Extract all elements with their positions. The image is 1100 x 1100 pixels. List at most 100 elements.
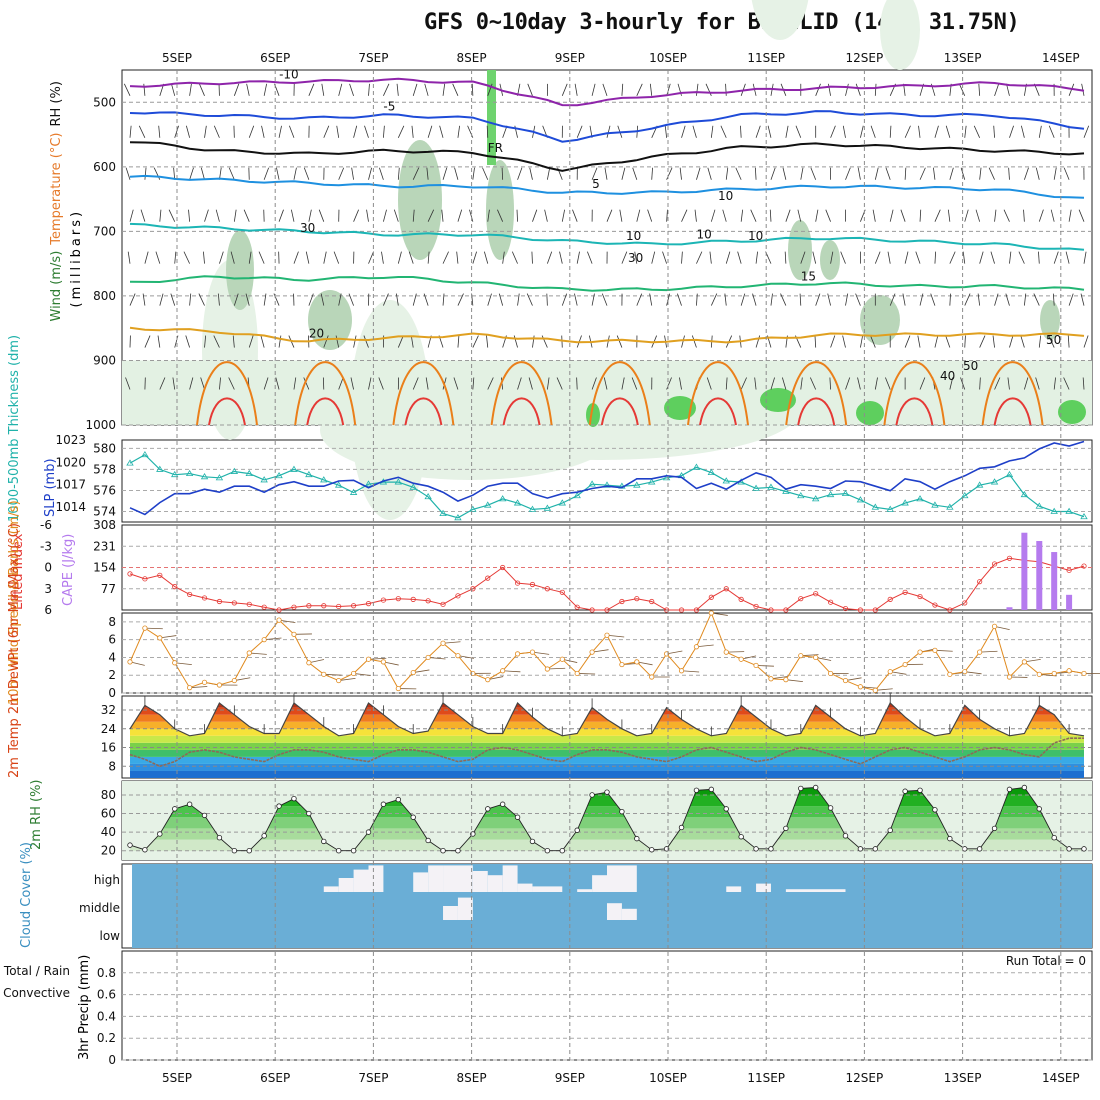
rh-point [410,814,416,820]
wind-barb [679,167,682,180]
wind-barb [1023,293,1027,306]
wind-barb [785,679,803,683]
thickness-point [1080,512,1088,520]
lifted-index-point [470,586,476,592]
wind-speed-point [962,669,968,675]
wind-barb [710,293,718,306]
wind-barb [664,125,668,138]
wind-barb [303,377,310,390]
wind-speed-point [813,654,819,661]
cloud-cell-high [368,865,384,892]
wind-speed-point [187,685,193,691]
wind-barb [815,293,821,306]
wind-barb [992,335,995,348]
wind-barb [1023,209,1025,222]
wind-barb [754,377,757,390]
wind-barb [782,167,787,180]
thickness-point [871,503,880,510]
wind-barb [725,83,727,96]
wind-barb [1080,293,1085,306]
isotherm-label: 10 [696,228,711,242]
wind-barb [129,293,136,306]
rh-point [753,846,759,852]
wind-speed-point [395,685,401,692]
wind-speed-point [887,669,893,675]
thickness-point [305,470,313,478]
wind-barb [263,167,270,180]
rh-contour-label: 50 [963,359,978,373]
wind-barb [576,377,578,390]
rh-contour-label: 10 [626,229,641,243]
rh-point [604,789,610,795]
wind-barb [517,167,523,180]
thickness-point [916,495,924,502]
wind-barb [666,209,668,222]
wind-barb [368,657,387,660]
wind-barb [845,293,849,306]
rh-point [365,829,372,835]
thickness-point [1035,502,1043,509]
wind-barb [621,167,626,180]
temp-band [130,756,1084,764]
wind-barb [634,251,638,264]
wind-barb [381,251,384,264]
wind-barb [1023,167,1029,180]
wind-barb [198,293,205,306]
wind-barb [472,377,475,390]
wind-tick: 2 [108,668,116,682]
wind-barb [814,335,817,348]
wind-barb [335,335,340,348]
wind-barb [338,377,344,390]
li-tick: -6 [40,518,52,532]
wind-barb [363,335,369,348]
wind-barb [606,634,625,638]
wind-barb [706,377,712,390]
wind-barb [592,649,609,653]
wind-barb [781,377,787,390]
upper-air-units-text: (millibars) [69,209,84,308]
rh-contour-label: 40 [940,369,955,383]
dewpoint-line [129,737,1084,768]
lifted-index-point [261,604,267,610]
isotherm-label: -5 [383,99,395,113]
thickness-point [1050,507,1058,514]
lifted-index-point [977,579,983,585]
lifted-index-point [246,601,252,607]
wind-barb [396,83,399,96]
wind-speed-point [440,640,446,646]
wind-barb [1068,209,1072,222]
wind-barb [785,125,789,138]
wind-barb [780,293,787,306]
lifted-index-point [529,581,536,588]
wind-barb [994,83,1000,96]
wind-speed-point [842,677,849,684]
upper-air-units: (millibars) [69,209,84,308]
wind-barb [454,167,459,180]
wind-barb [457,655,475,659]
thickness-point [171,470,179,478]
wind-barb [651,167,653,180]
wind-barb [397,251,402,264]
rh-point [619,808,625,815]
page-title: GFS 0~10day 3-hourly for BENWLID (14E, 3… [424,10,1020,35]
wind-barb [168,209,176,222]
wind-barb [487,209,490,222]
wind-barb [219,377,221,390]
wind-barb [511,251,518,264]
wind-barb [915,251,921,264]
wind-barb [900,209,906,222]
rh-point [485,806,491,812]
precip-legend-convective: Convective [3,986,70,1000]
wind-barb [964,335,966,348]
thickness-point [707,468,716,475]
wind-barb [1048,125,1055,138]
wind-barb [621,83,624,96]
wind-barb [338,83,343,96]
thickness-point [543,504,552,511]
wind-barb [800,654,819,657]
thickness-point [722,477,730,484]
thickness-point [334,481,343,488]
wind-speed-point [1066,668,1072,674]
wind-barb [1083,335,1089,348]
wind-barb [561,209,566,222]
